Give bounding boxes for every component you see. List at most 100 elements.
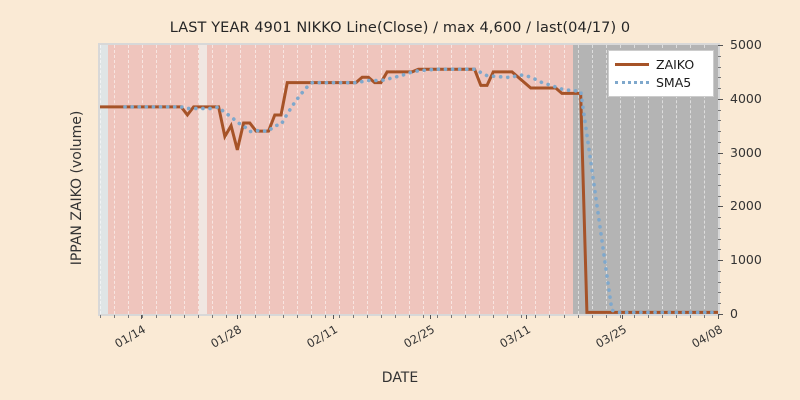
y-tick-minor xyxy=(718,88,721,90)
y-tick-minor xyxy=(718,292,721,294)
y-tick-label: 2000 xyxy=(730,198,762,214)
gridline-vertical xyxy=(352,45,354,314)
gridline-vertical xyxy=(675,45,677,314)
y-tick-major xyxy=(718,206,723,208)
gridline-vertical xyxy=(212,45,214,314)
x-tick-minor xyxy=(310,315,312,318)
axis-spine-right xyxy=(718,45,720,314)
gridline-vertical xyxy=(254,45,256,314)
x-tick-minor xyxy=(507,315,509,318)
gridline-vertical xyxy=(647,45,649,314)
gridline-vertical xyxy=(240,45,242,314)
gridline-vertical xyxy=(282,45,284,314)
y-tick-major xyxy=(718,314,723,315)
y-tick-minor xyxy=(718,77,721,79)
y-tick-label: 3000 xyxy=(730,144,762,160)
x-tick-minor xyxy=(465,315,467,318)
gridline-vertical xyxy=(198,45,200,314)
gridline-vertical xyxy=(633,45,635,314)
x-tick-minor xyxy=(324,315,326,318)
x-tick-minor xyxy=(156,315,158,318)
x-tick-label: 03/11 xyxy=(497,322,533,351)
y-tick-minor xyxy=(718,217,721,219)
gridline-vertical xyxy=(521,45,523,314)
gridline-vertical xyxy=(437,45,439,314)
gridline-vertical xyxy=(394,45,396,314)
x-tick-label: 03/25 xyxy=(593,322,629,351)
gridline-vertical xyxy=(142,45,144,314)
gridline-vertical xyxy=(324,45,326,314)
x-tick-minor xyxy=(142,315,144,318)
shaded-region-mid-band xyxy=(199,45,207,314)
x-tick-minor xyxy=(240,315,242,318)
y-tick-minor xyxy=(718,163,721,165)
y-tick-major xyxy=(718,152,723,154)
y-tick-label: 4000 xyxy=(730,90,762,106)
shaded-region-left-band xyxy=(100,45,108,314)
x-tick-label: 01/28 xyxy=(208,322,245,351)
y-tick-minor xyxy=(718,141,721,143)
x-tick-minor xyxy=(619,315,621,318)
y-tick-minor xyxy=(718,238,721,240)
x-tick-label: 02/25 xyxy=(400,322,437,351)
x-tick-minor xyxy=(100,315,101,318)
x-tick-major xyxy=(333,315,335,319)
series-lines xyxy=(100,67,718,314)
vertical-gridlines xyxy=(100,45,718,314)
x-tick-minor xyxy=(577,315,579,318)
gridline-vertical xyxy=(366,45,368,314)
gridline-vertical xyxy=(563,45,565,314)
x-tick-minor xyxy=(591,315,593,318)
gridline-vertical xyxy=(479,45,481,314)
chart-legend: ZAIKO SMA5 xyxy=(608,50,714,97)
x-tick-minor xyxy=(198,315,200,318)
gridline-vertical xyxy=(703,45,705,314)
y-tick-minor xyxy=(718,303,721,305)
gridline-vertical xyxy=(605,45,607,314)
gridline-vertical xyxy=(296,45,298,314)
x-tick-minor xyxy=(114,315,116,318)
y-tick-minor xyxy=(718,66,721,68)
legend-label-sma5: SMA5 xyxy=(656,74,692,90)
gridline-vertical xyxy=(661,45,663,314)
gridline-vertical xyxy=(156,45,158,314)
x-tick-major xyxy=(237,315,239,319)
x-tick-minor xyxy=(268,315,270,318)
gridline-vertical xyxy=(591,45,593,314)
x-tick-minor xyxy=(254,315,256,318)
gridline-vertical xyxy=(100,45,101,314)
y-tick-minor xyxy=(718,184,721,186)
x-tick-minor xyxy=(437,315,439,318)
gridline-vertical xyxy=(310,45,312,314)
x-tick-minor xyxy=(647,315,649,318)
y-tick-minor xyxy=(718,195,721,197)
zaiko-line xyxy=(100,67,718,314)
y-tick-minor xyxy=(718,131,721,133)
gridline-vertical xyxy=(338,45,340,314)
y-tick-minor xyxy=(718,281,721,283)
legend-swatch-solid-icon xyxy=(615,58,649,70)
gridline-vertical xyxy=(226,45,228,314)
x-tick-minor xyxy=(675,315,677,318)
x-tick-minor xyxy=(549,315,551,318)
x-tick-label: 02/11 xyxy=(304,322,341,351)
x-tick-minor xyxy=(521,315,523,318)
y-tick-minor xyxy=(718,120,721,122)
x-tick-minor xyxy=(689,315,691,318)
y-axis-label: IPPAN ZAIKO (volume) xyxy=(69,110,85,266)
x-tick-minor xyxy=(212,315,214,318)
x-tick-minor xyxy=(296,315,298,318)
x-tick-minor xyxy=(394,315,396,318)
x-tick-minor xyxy=(451,315,453,318)
x-tick-minor xyxy=(170,315,172,318)
x-tick-minor xyxy=(493,315,495,318)
x-tick-minor xyxy=(184,315,186,318)
x-tick-minor xyxy=(366,315,368,318)
gridline-vertical xyxy=(619,45,621,314)
gridline-vertical xyxy=(184,45,186,314)
axis-spine-top xyxy=(98,43,720,45)
x-tick-minor xyxy=(661,315,663,318)
x-tick-minor xyxy=(352,315,354,318)
x-tick-major xyxy=(525,315,527,319)
